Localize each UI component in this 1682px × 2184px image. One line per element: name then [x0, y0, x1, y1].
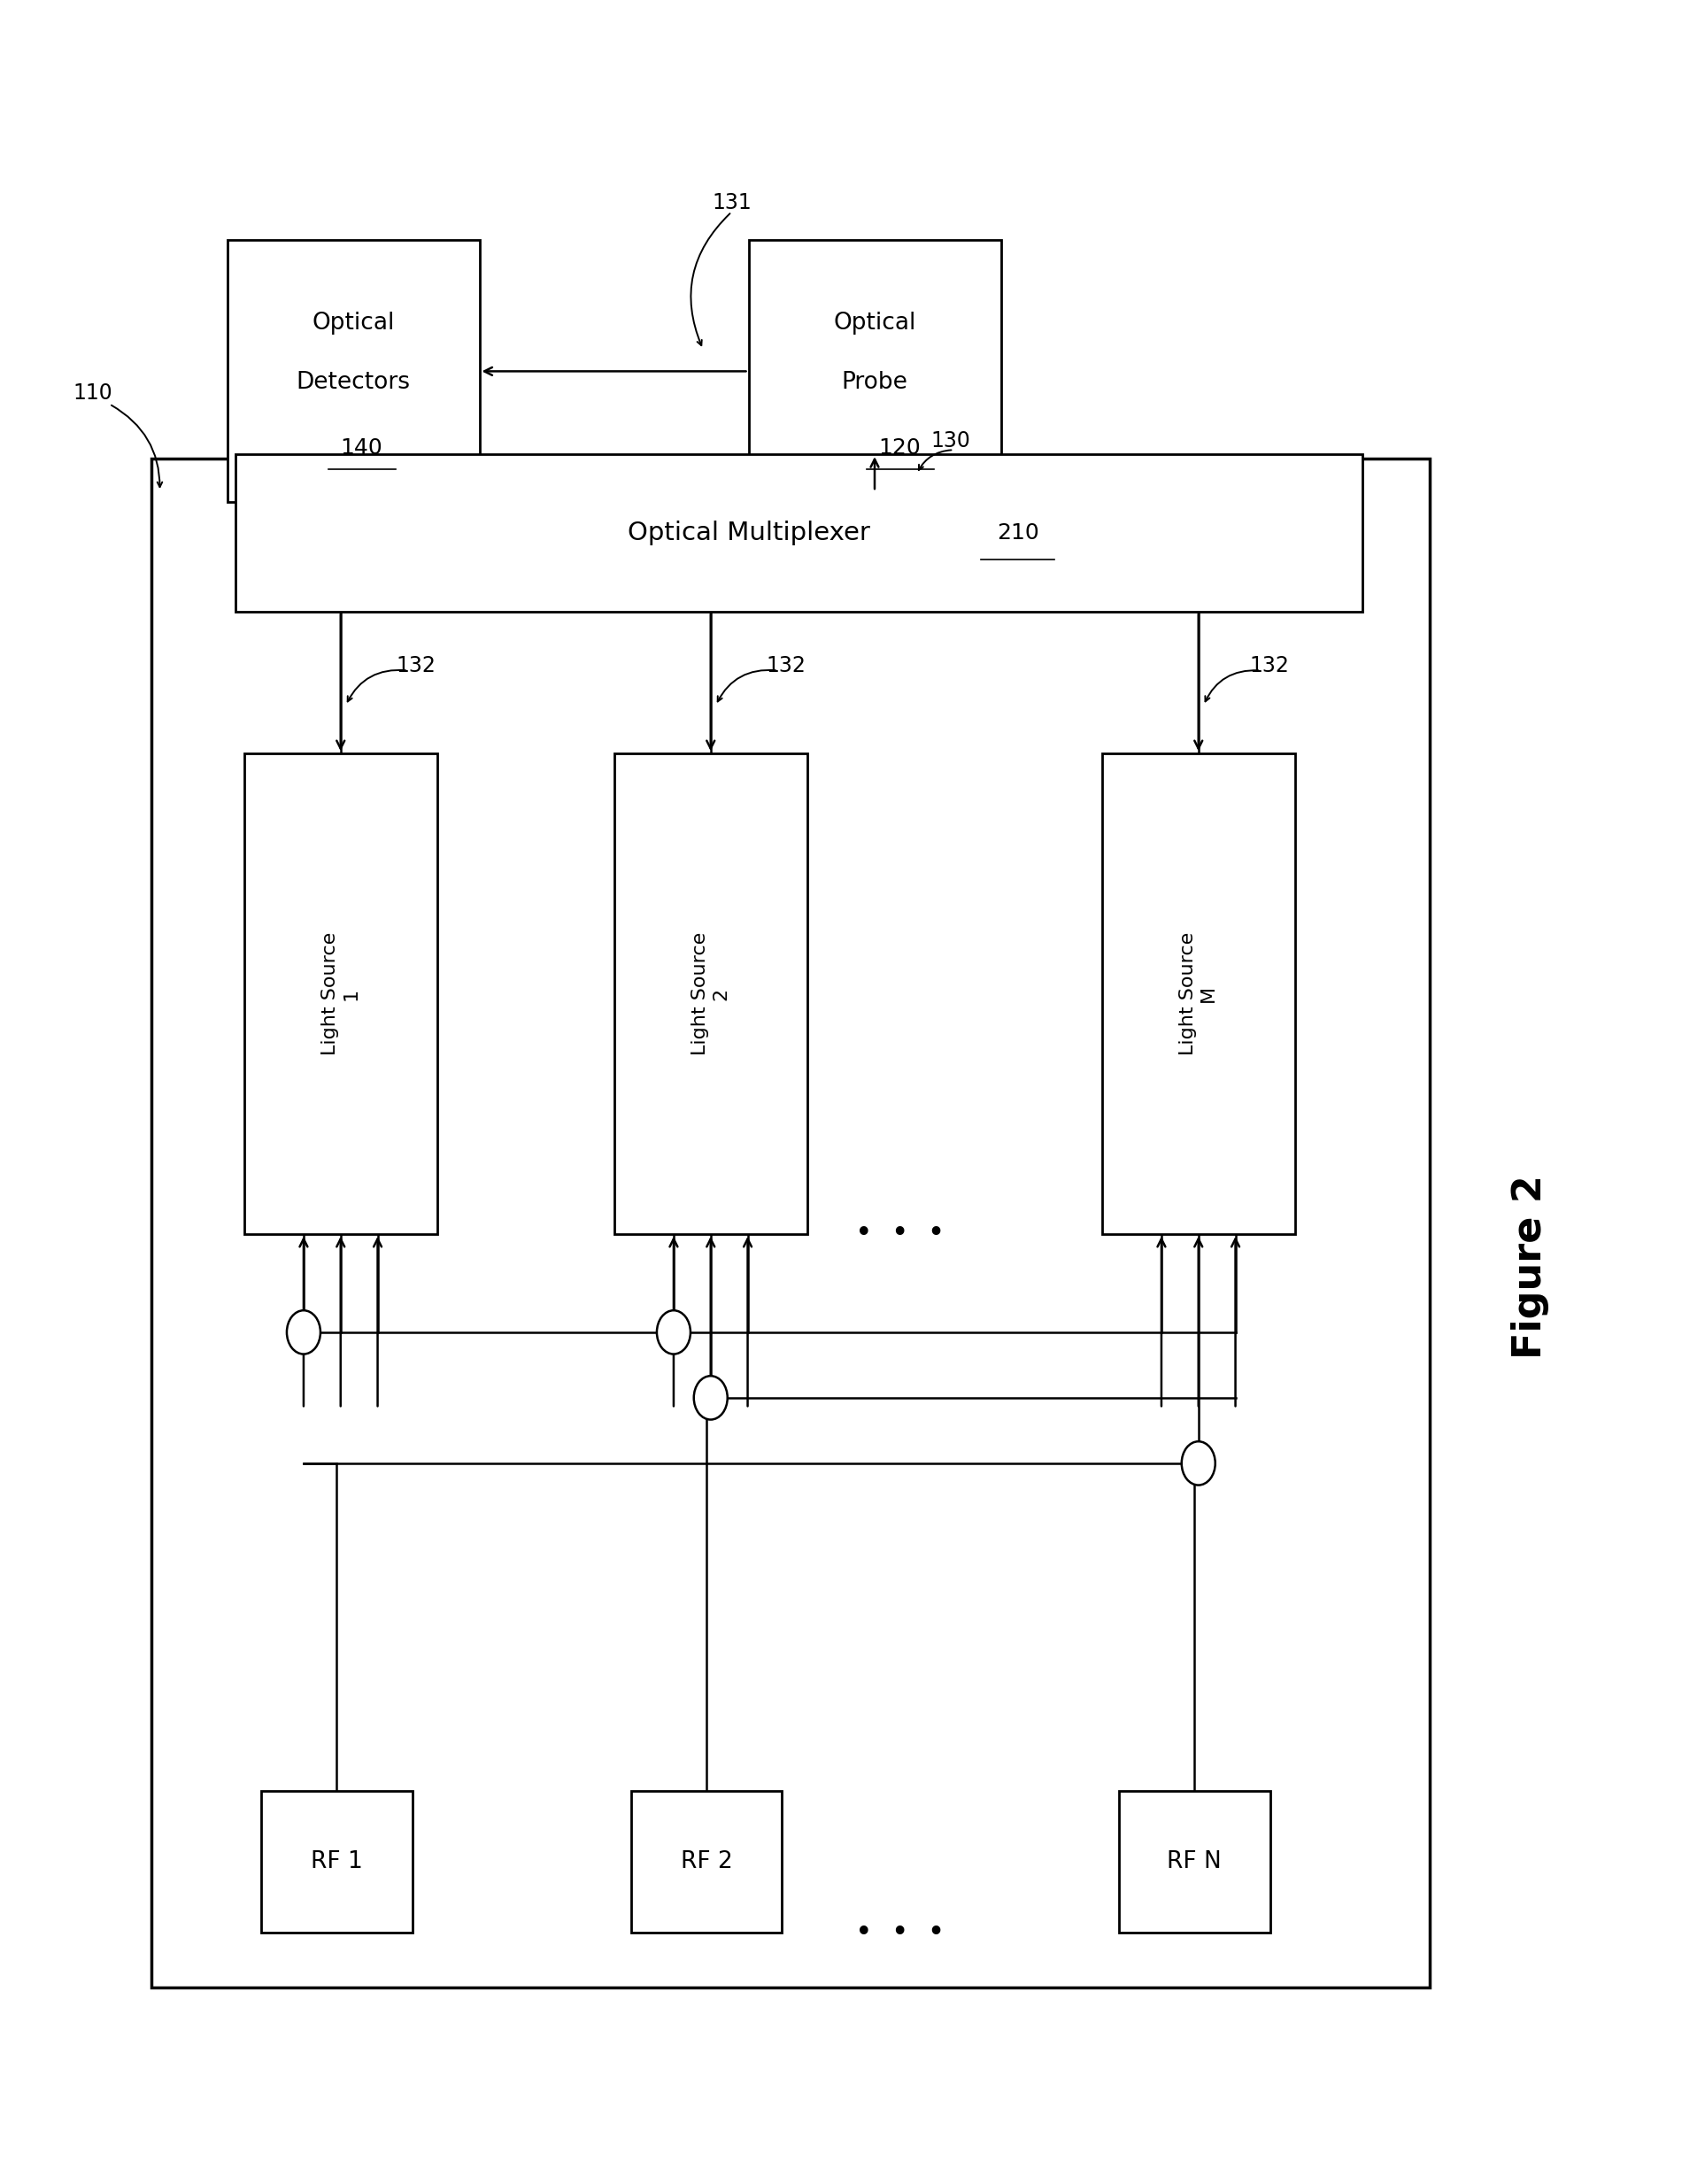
Circle shape [1181, 1441, 1214, 1485]
Text: 131: 131 [711, 192, 752, 214]
Text: Figure 2: Figure 2 [1512, 1175, 1549, 1358]
Text: Optical Multiplexer: Optical Multiplexer [627, 520, 870, 546]
FancyBboxPatch shape [227, 240, 479, 502]
FancyBboxPatch shape [631, 1791, 782, 1933]
FancyBboxPatch shape [1102, 753, 1295, 1234]
Text: Light Source
2: Light Source 2 [691, 933, 730, 1055]
Text: •  •  •: • • • [854, 1219, 945, 1249]
Text: 110: 110 [72, 382, 113, 404]
Text: 210: 210 [996, 522, 1039, 544]
Text: RF 1: RF 1 [311, 1850, 362, 1874]
FancyBboxPatch shape [261, 1791, 412, 1933]
Text: 120: 120 [878, 437, 922, 459]
Text: Light Source
1: Light Source 1 [321, 933, 360, 1055]
Text: 130: 130 [930, 430, 971, 452]
Text: 132: 132 [397, 655, 436, 677]
Circle shape [286, 1310, 320, 1354]
FancyBboxPatch shape [151, 459, 1430, 1987]
FancyBboxPatch shape [1119, 1791, 1270, 1933]
Text: RF N: RF N [1167, 1850, 1221, 1874]
Circle shape [693, 1376, 727, 1420]
Text: Light Source
M: Light Source M [1179, 933, 1218, 1055]
Text: Optical: Optical [833, 312, 917, 334]
FancyBboxPatch shape [614, 753, 807, 1234]
Text: •  •  •: • • • [854, 1918, 945, 1948]
Text: 140: 140 [340, 437, 383, 459]
FancyBboxPatch shape [244, 753, 437, 1234]
Text: 132: 132 [1250, 655, 1288, 677]
Text: Detectors: Detectors [296, 371, 410, 393]
Circle shape [656, 1310, 690, 1354]
Text: Optical: Optical [311, 312, 395, 334]
FancyBboxPatch shape [748, 240, 1001, 502]
Text: 132: 132 [767, 655, 806, 677]
Text: RF 2: RF 2 [681, 1850, 732, 1874]
Text: Probe: Probe [841, 371, 908, 393]
FancyBboxPatch shape [235, 454, 1362, 612]
